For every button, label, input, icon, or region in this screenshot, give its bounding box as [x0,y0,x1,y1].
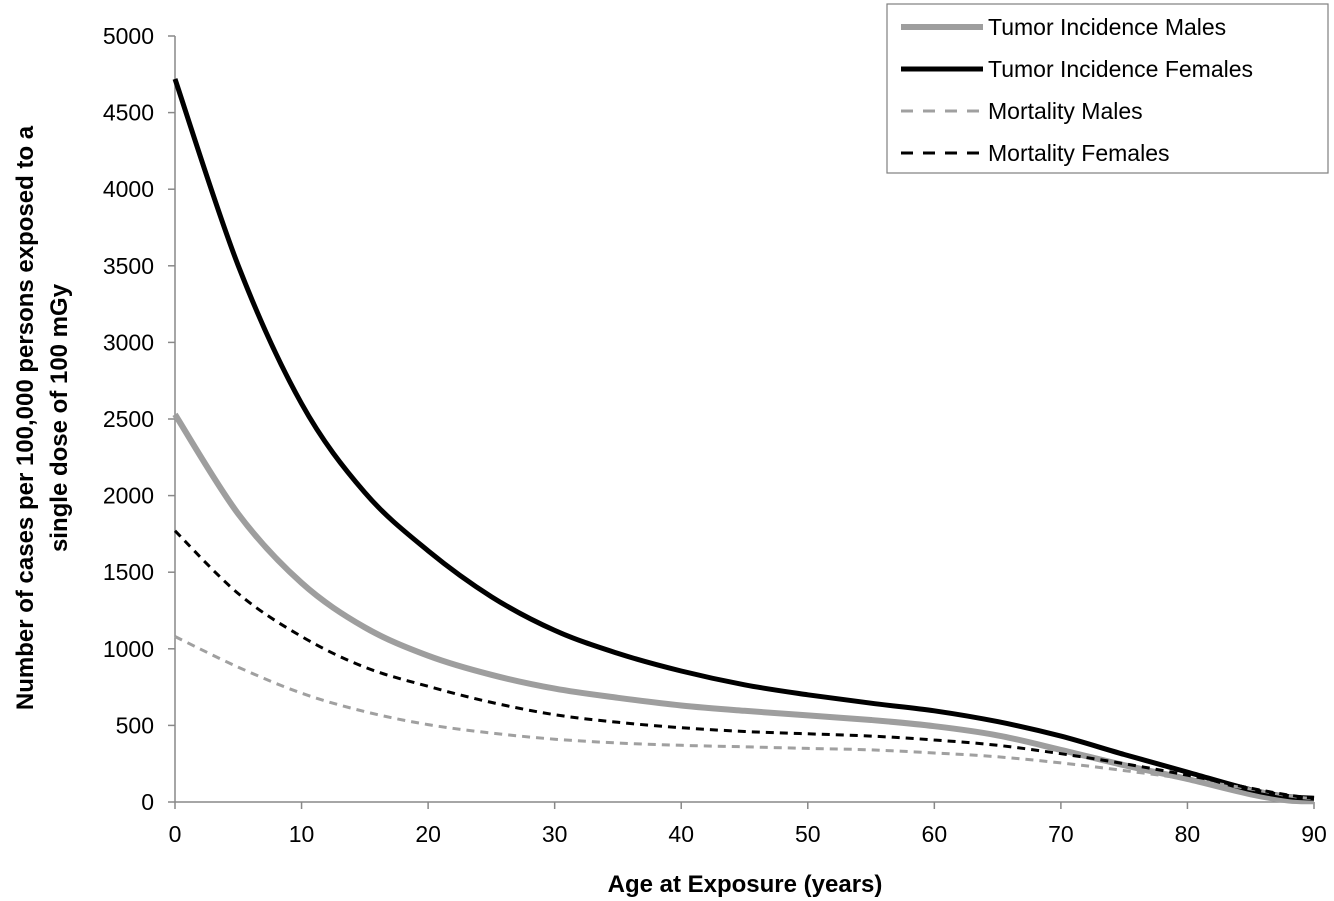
legend-label-mortality-females: Mortality Females [988,140,1169,166]
y-axis-title: Number of cases per 100,000 persons expo… [12,125,73,710]
x-tick-label: 70 [1048,821,1074,847]
x-tick-label: 20 [415,821,441,847]
x-tick-label: 0 [169,821,182,847]
y-tick-label: 2000 [103,483,154,509]
y-tick-label: 500 [116,712,154,738]
y-tick-label: 5000 [103,23,154,49]
legend-label-tumor-incidence-males: Tumor Incidence Males [988,14,1226,40]
x-tick-label: 60 [922,821,948,847]
x-axis-title: Age at Exposure (years) [608,871,883,898]
x-tick-label: 30 [542,821,568,847]
series-layer [172,78,1315,805]
legend-label-tumor-incidence-females: Tumor Incidence Females [988,56,1253,82]
series-line-tumor-incidence-males [172,412,1315,805]
y-tick-label: 4500 [103,100,154,126]
y-tick-label: 3000 [103,329,154,355]
y-tick-label: 2500 [103,406,154,432]
x-tick-label: 40 [668,821,694,847]
y-tick-label: 1500 [103,559,154,585]
legend: Tumor Incidence Males Tumor Incidence Fem… [886,3,1329,174]
y-axis-title-line-2: single dose of 100 mGy [46,283,73,552]
y-axis-ticks: 0 500 1000 1500 2000 2500 3000 3500 4000 4500 5000 [103,23,175,815]
x-axis-ticks: 0 10 20 30 40 50 60 70 80 90 [169,802,1327,847]
x-tick-label: 50 [795,821,821,847]
y-tick-label: 0 [141,789,154,815]
x-tick-label: 90 [1301,821,1327,847]
series-line-tumor-incidence-females [172,78,1315,801]
y-tick-label: 1000 [103,636,154,662]
legend-box [886,3,1329,174]
y-tick-label: 3500 [103,253,154,279]
x-tick-label: 80 [1175,821,1201,847]
x-tick-label: 10 [289,821,315,847]
series-line-mortality-males [174,635,1315,801]
y-axis-title-line-1: Number of cases per 100,000 persons expo… [12,125,39,710]
y-tick-label: 4000 [103,176,154,202]
legend-label-mortality-males: Mortality Males [988,98,1143,124]
